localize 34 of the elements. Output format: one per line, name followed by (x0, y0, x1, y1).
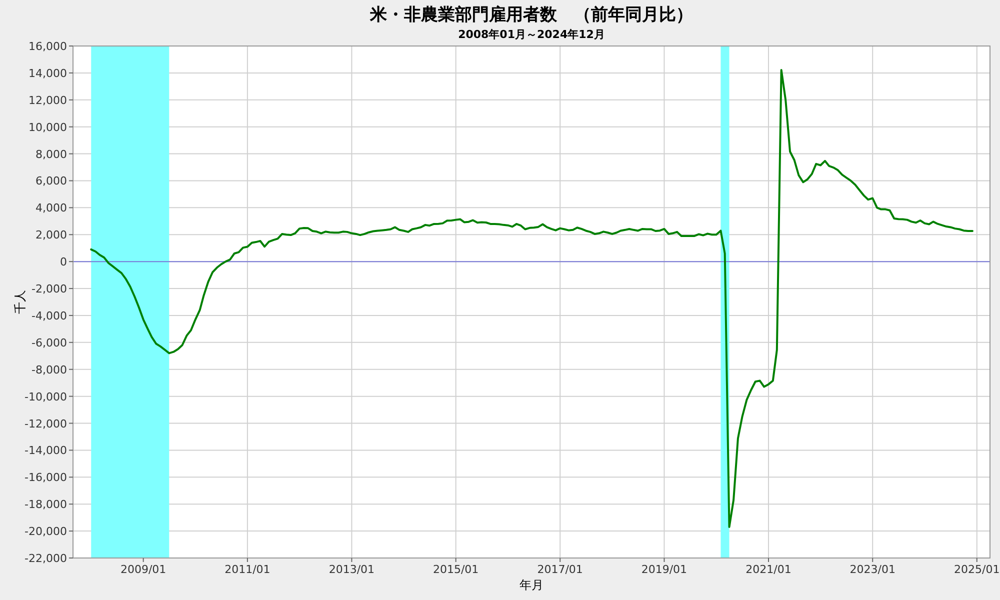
y-tick-label: -22,000 (24, 552, 67, 565)
x-tick-label: 2013/01 (328, 563, 375, 576)
chart-title: 米・非農業部門雇用者数 （前年同月比） (369, 5, 693, 25)
x-tick-label: 2011/01 (224, 563, 270, 576)
y-axis-title: 千人 (13, 290, 27, 314)
x-tick-label: 2017/01 (537, 563, 583, 576)
y-tick-label: 14,000 (28, 66, 67, 80)
y-tick-label: 16,000 (28, 40, 67, 53)
y-tick-label: 6,000 (36, 174, 67, 188)
x-tick-label: 2015/01 (432, 563, 479, 576)
y-tick-label: -10,000 (24, 390, 67, 404)
y-tick-label: 4,000 (36, 202, 67, 215)
y-tick-label: 10,000 (28, 120, 67, 134)
x-tick-label: 2009/01 (120, 563, 166, 576)
line-series (90, 68, 974, 528)
x-tick-label: 2019/01 (641, 563, 688, 576)
y-tick-label: -16,000 (24, 471, 67, 484)
y-tick-label: -18,000 (24, 498, 67, 512)
x-axis-title: 年月 (520, 578, 544, 592)
y-tick-label: -4,000 (32, 309, 67, 322)
y-tick-label: -6,000 (32, 336, 67, 350)
y-tick-label: -14,000 (24, 444, 67, 458)
y-tick-label: -12,000 (24, 417, 67, 430)
y-tick-label: -8,000 (32, 363, 67, 376)
y-tick-label: 2,000 (36, 228, 67, 242)
x-tick-label: 2025/01 (954, 563, 1000, 576)
y-tick-label: -20,000 (24, 525, 67, 538)
chart-subtitle: 2008年01月～2024年12月 (458, 28, 605, 41)
y-tick-label: 8,000 (36, 148, 67, 161)
y-tick-label: 0 (60, 256, 67, 269)
y-tick-label: 12,000 (28, 94, 67, 107)
x-tick-label: 2023/01 (850, 563, 896, 576)
x-tick-label: 2021/01 (746, 563, 792, 576)
y-tick-label: -2,000 (32, 282, 67, 296)
